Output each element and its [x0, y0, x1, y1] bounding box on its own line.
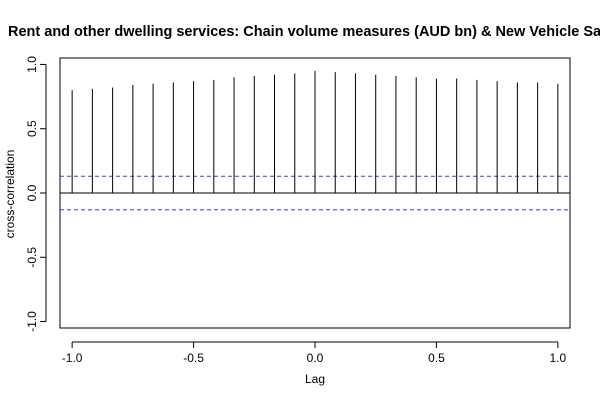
- y-tick-label: 0.0: [25, 184, 39, 201]
- y-axis: -1.0 -0.5 0.0 0.5 1.0: [25, 56, 47, 332]
- y-axis-label: cross-correlation: [3, 150, 17, 239]
- x-axis: -1.0 -0.5 0.0 0.5 1.0: [62, 341, 567, 365]
- x-tick-label: 0.5: [428, 351, 445, 365]
- x-tick-label: -0.5: [183, 351, 204, 365]
- y-tick-label: 0.5: [25, 120, 39, 137]
- x-axis-label: Lag: [305, 372, 325, 386]
- x-tick-label: 1.0: [550, 351, 567, 365]
- x-tick-label: -1.0: [62, 351, 83, 365]
- y-tick-label: -1.0: [25, 311, 39, 332]
- y-tick-label: -0.5: [25, 247, 39, 268]
- y-tick-label: 1.0: [25, 56, 39, 73]
- plot-area: [59, 57, 571, 329]
- chart-title: Rent and other dwelling services: Chain …: [8, 24, 600, 40]
- x-tick-label: 0.0: [307, 351, 324, 365]
